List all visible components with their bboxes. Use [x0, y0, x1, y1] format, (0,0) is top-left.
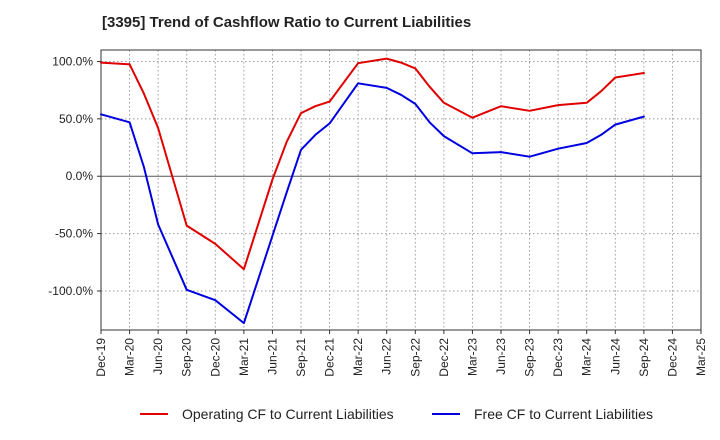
operating-cf-line: [100, 57, 645, 271]
y-tick-label: 100.0%: [52, 54, 93, 68]
x-tick-label: Dec-22: [437, 338, 451, 377]
x-tick-label: Sep-23: [523, 338, 537, 377]
x-tick-label: Mar-21: [237, 338, 251, 376]
y-tick-label: 0.0%: [66, 169, 94, 183]
x-tick-label: Jun-20: [151, 338, 165, 375]
x-tick-label: Mar-25: [694, 338, 708, 376]
x-tick-label: Jun-21: [265, 338, 279, 375]
x-tick-label: Dec-20: [208, 338, 222, 377]
axis-layer: 100.0% 50.0% 0.0% -50.0% -100.0% Dec-19 Mar-20…: [48, 49, 708, 377]
x-tick-label: Sep-24: [637, 338, 651, 377]
x-tick-label: Dec-24: [665, 338, 679, 377]
x-tick-label: Mar-23: [465, 338, 479, 376]
x-tick-label: Sep-22: [408, 338, 422, 377]
x-tick-label: Mar-24: [580, 338, 594, 376]
free-cf-line: [100, 82, 645, 325]
x-tick-label: Dec-23: [551, 338, 565, 377]
x-tick-label: Dec-19: [94, 338, 108, 377]
x-tick-label: Mar-20: [123, 338, 137, 376]
chart-title: [3395] Trend of Cashflow Ratio to Curren…: [102, 14, 472, 31]
x-tick-label: Jun-23: [494, 338, 508, 375]
x-tick-label: Sep-21: [294, 338, 308, 377]
x-tick-label: Mar-22: [351, 338, 365, 376]
y-tick-label: 50.0%: [59, 112, 93, 126]
legend-label: Operating CF to Current Liabilities: [182, 406, 394, 422]
x-tick-label: Jun-22: [380, 338, 394, 375]
legend-label: Free CF to Current Liabilities: [474, 406, 653, 422]
y-tick-label: -50.0%: [55, 227, 93, 241]
legend: Operating CF to Current Liabilities Free …: [140, 406, 653, 422]
grid-layer: [100, 50, 702, 330]
series-layer: [100, 57, 645, 325]
y-tick-label: -100.0%: [48, 284, 93, 298]
plot-frame: [100, 49, 702, 331]
x-tick-label: Dec-21: [323, 338, 337, 377]
x-tick-label: Jun-24: [608, 338, 622, 375]
x-tick-label: Sep-20: [180, 338, 194, 377]
